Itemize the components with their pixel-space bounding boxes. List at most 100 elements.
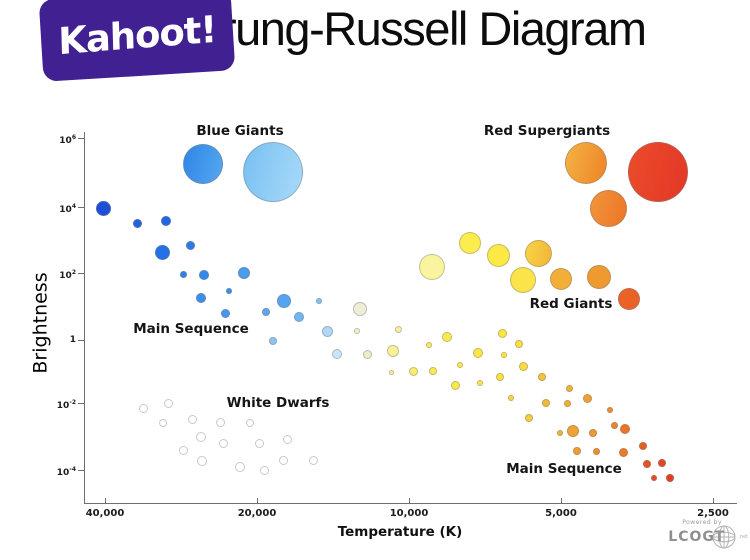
star-main-sequence	[658, 459, 666, 467]
star-main-sequence	[277, 294, 291, 308]
star-main-sequence	[592, 447, 600, 455]
star-main-sequence	[196, 293, 206, 303]
star-main-sequence	[643, 460, 651, 468]
star-red-giants	[510, 267, 536, 293]
star-main-sequence	[426, 342, 432, 348]
star-main-sequence	[582, 393, 592, 403]
star-main-sequence	[269, 337, 277, 345]
star-main-sequence	[501, 352, 507, 358]
powered-by-text: Powered by	[682, 519, 722, 526]
y-tick-mark	[78, 340, 84, 341]
x-tick-mark	[713, 498, 714, 503]
star-main-sequence	[354, 328, 360, 334]
star-white-dwarfs	[163, 398, 173, 408]
star-main-sequence	[161, 216, 171, 226]
star-main-sequence	[457, 362, 463, 368]
star-main-sequence	[508, 395, 514, 401]
star-main-sequence	[450, 380, 460, 390]
lcogt-net-text: .net	[738, 534, 748, 540]
x-tick-mark	[257, 498, 258, 503]
star-main-sequence	[610, 421, 618, 429]
star-main-sequence	[515, 340, 523, 348]
star-main-sequence	[154, 244, 170, 260]
y-tick-label: 104	[59, 203, 76, 215]
region-label: Red Supergiants	[483, 123, 611, 139]
star-main-sequence	[388, 369, 394, 375]
star-main-sequence	[497, 328, 507, 338]
star-main-sequence	[179, 270, 187, 278]
star-white-dwarfs	[254, 438, 264, 448]
star-main-sequence	[473, 348, 483, 358]
y-tick-label: 10-4	[56, 466, 76, 478]
star-red-giants	[459, 232, 481, 254]
star-white-dwarfs	[246, 419, 254, 427]
star-main-sequence	[226, 288, 232, 294]
globe-icon	[712, 525, 736, 549]
x-tick-mark	[561, 498, 562, 503]
y-tick-mark	[78, 273, 84, 274]
x-axis-line	[84, 503, 737, 504]
kahoot-wordmark: Kahoot!	[57, 7, 217, 63]
star-main-sequence	[518, 361, 528, 371]
star-white-dwarfs	[187, 414, 197, 424]
x-tick-mark	[409, 498, 410, 503]
star-main-sequence	[95, 200, 111, 216]
y-tick-mark	[78, 138, 84, 139]
star-red-giants	[587, 265, 611, 289]
x-tick-label: 2,500	[697, 508, 729, 519]
y-tick-label: 10-2	[56, 399, 76, 411]
star-white-dwarfs	[215, 417, 225, 427]
x-axis-title: Temperature (K)	[337, 524, 463, 540]
star-main-sequence	[332, 349, 342, 359]
star-white-dwarfs	[259, 465, 269, 475]
lcogt-watermark: Powered by LCOGT .net	[652, 519, 748, 550]
star-main-sequence	[238, 267, 250, 279]
x-tick-label: 40,000	[85, 508, 125, 519]
star-main-sequence	[442, 332, 452, 342]
star-main-sequence	[394, 325, 402, 333]
star-main-sequence	[542, 399, 550, 407]
x-tick-label: 20,000	[237, 508, 277, 519]
y-tick-mark	[78, 207, 84, 208]
star-white-dwarfs	[178, 445, 188, 455]
star-white-dwarfs	[308, 455, 318, 465]
star-main-sequence	[651, 475, 657, 481]
star-blue-giants	[183, 144, 223, 184]
star-red-giants	[419, 254, 445, 280]
star-main-sequence	[477, 380, 483, 386]
star-main-sequence	[573, 447, 581, 455]
star-red-supergiants	[628, 142, 688, 202]
star-main-sequence	[316, 298, 322, 304]
star-main-sequence	[525, 414, 533, 422]
star-main-sequence	[362, 349, 372, 359]
x-tick-mark	[105, 498, 106, 503]
star-main-sequence	[321, 325, 333, 337]
kahoot-logo: Kahoot!	[38, 0, 236, 82]
y-tick-mark	[78, 403, 84, 404]
y-tick-label: 1	[69, 335, 76, 345]
star-main-sequence	[408, 366, 418, 376]
star-main-sequence	[387, 345, 399, 357]
star-main-sequence	[666, 474, 674, 482]
star-white-dwarfs	[138, 403, 148, 413]
star-main-sequence	[567, 425, 579, 437]
star-main-sequence	[563, 399, 571, 407]
star-white-dwarfs	[159, 419, 167, 427]
star-red-giants	[486, 243, 510, 267]
star-main-sequence	[199, 270, 209, 280]
y-tick-label: 102	[59, 269, 76, 281]
y-tick-label: 106	[59, 134, 76, 146]
star-main-sequence	[607, 407, 613, 413]
star-white-dwarfs	[197, 456, 207, 466]
star-red-supergiants	[565, 142, 607, 184]
star-main-sequence	[220, 308, 230, 318]
region-label: Main Sequence	[506, 461, 622, 477]
region-label: White Dwarfs	[226, 395, 330, 411]
star-main-sequence	[620, 424, 630, 434]
slide-title: rung-Russell Diagram	[221, 2, 647, 55]
star-main-sequence	[353, 302, 367, 316]
star-red-giants	[550, 268, 572, 290]
y-axis-line	[84, 132, 85, 503]
star-main-sequence	[639, 442, 647, 450]
